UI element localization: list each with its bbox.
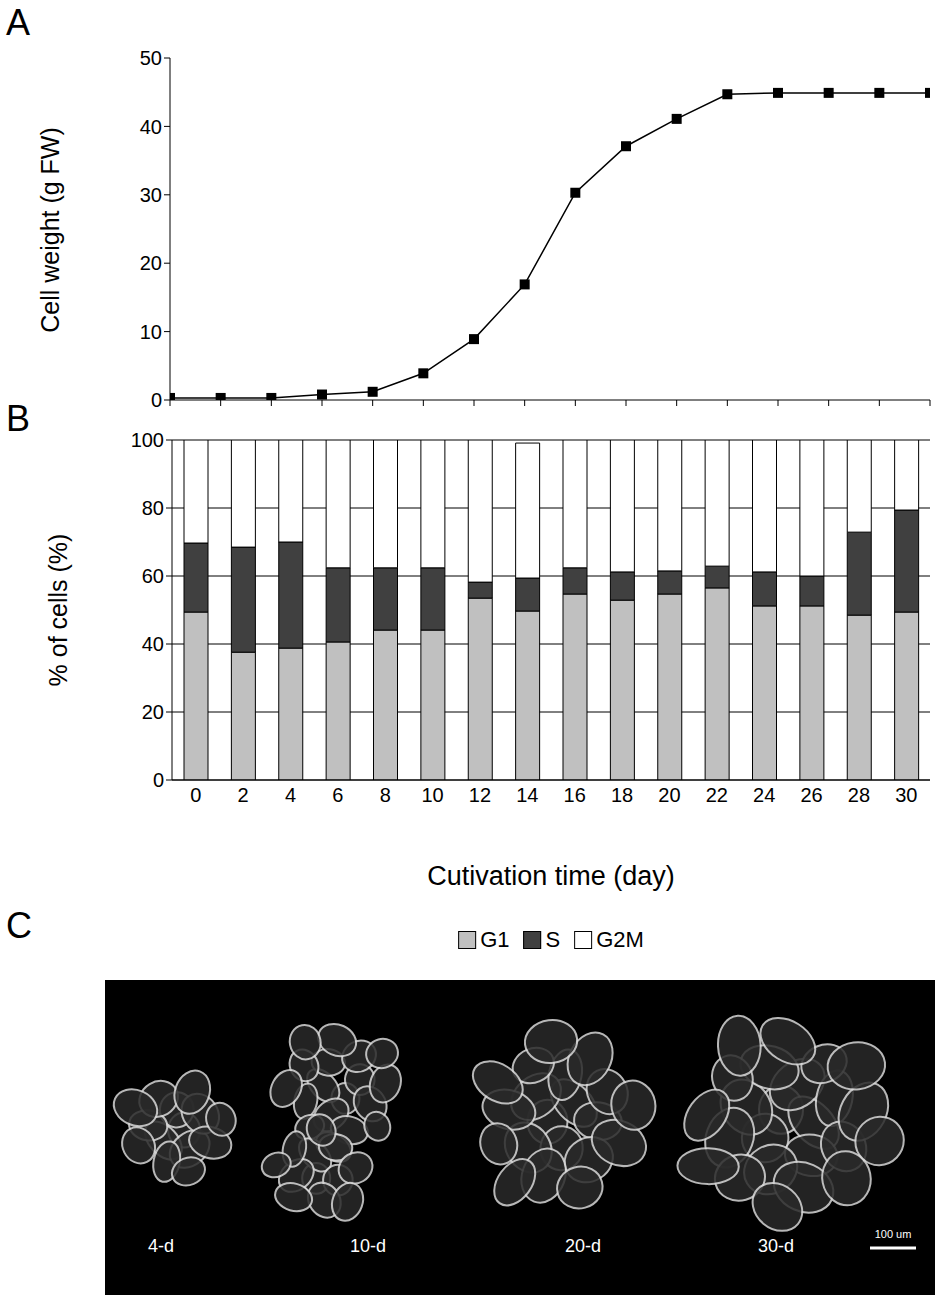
- svg-text:4-d: 4-d: [148, 1236, 174, 1256]
- svg-text:100: 100: [131, 429, 164, 451]
- html-text:G2M: G2M: [596, 927, 644, 952]
- html-text:G1: G1: [480, 927, 510, 952]
- svg-text:2: 2: [238, 784, 249, 806]
- svg-text:14: 14: [516, 784, 538, 806]
- svg-text:20-d: 20-d: [565, 1236, 601, 1256]
- svg-text:24: 24: [753, 784, 775, 806]
- svg-text:22: 22: [706, 784, 728, 806]
- svg-text:0: 0: [153, 769, 164, 791]
- svg-text:6: 6: [332, 784, 343, 806]
- svg-text:10-d: 10-d: [350, 1236, 386, 1256]
- svg-text:20: 20: [658, 784, 680, 806]
- svg-text:10: 10: [421, 784, 443, 806]
- html-text:Cell weight (g FW): Cell weight (g FW): [35, 127, 64, 333]
- html-text:S: S: [545, 927, 561, 952]
- html-text:A: A: [6, 2, 30, 43]
- html-text:% of cells (%): % of cells (%): [43, 533, 72, 687]
- svg-text:26: 26: [800, 784, 822, 806]
- svg-text:12: 12: [469, 784, 491, 806]
- svg-text:60: 60: [142, 565, 164, 587]
- svg-text:0: 0: [151, 389, 162, 411]
- svg-text:50: 50: [140, 47, 162, 69]
- svg-text:16: 16: [564, 784, 586, 806]
- svg-text:40: 40: [142, 633, 164, 655]
- svg-text:30: 30: [140, 184, 162, 206]
- svg-text:20: 20: [142, 701, 164, 723]
- svg-text:100 um: 100 um: [875, 1228, 912, 1240]
- html-text:C: C: [6, 905, 32, 946]
- svg-text:8: 8: [380, 784, 391, 806]
- svg-text:4: 4: [285, 784, 296, 806]
- html-text:B: B: [6, 398, 30, 439]
- svg-text:0: 0: [190, 784, 201, 806]
- svg-text:30-d: 30-d: [758, 1236, 794, 1256]
- svg-text:20: 20: [140, 252, 162, 274]
- svg-text:80: 80: [142, 497, 164, 519]
- svg-text:18: 18: [611, 784, 633, 806]
- svg-text:10: 10: [140, 321, 162, 343]
- svg-text:40: 40: [140, 116, 162, 138]
- svg-text:28: 28: [848, 784, 870, 806]
- svg-text:30: 30: [895, 784, 917, 806]
- html-text:Cutivation time (day): Cutivation time (day): [427, 860, 675, 891]
